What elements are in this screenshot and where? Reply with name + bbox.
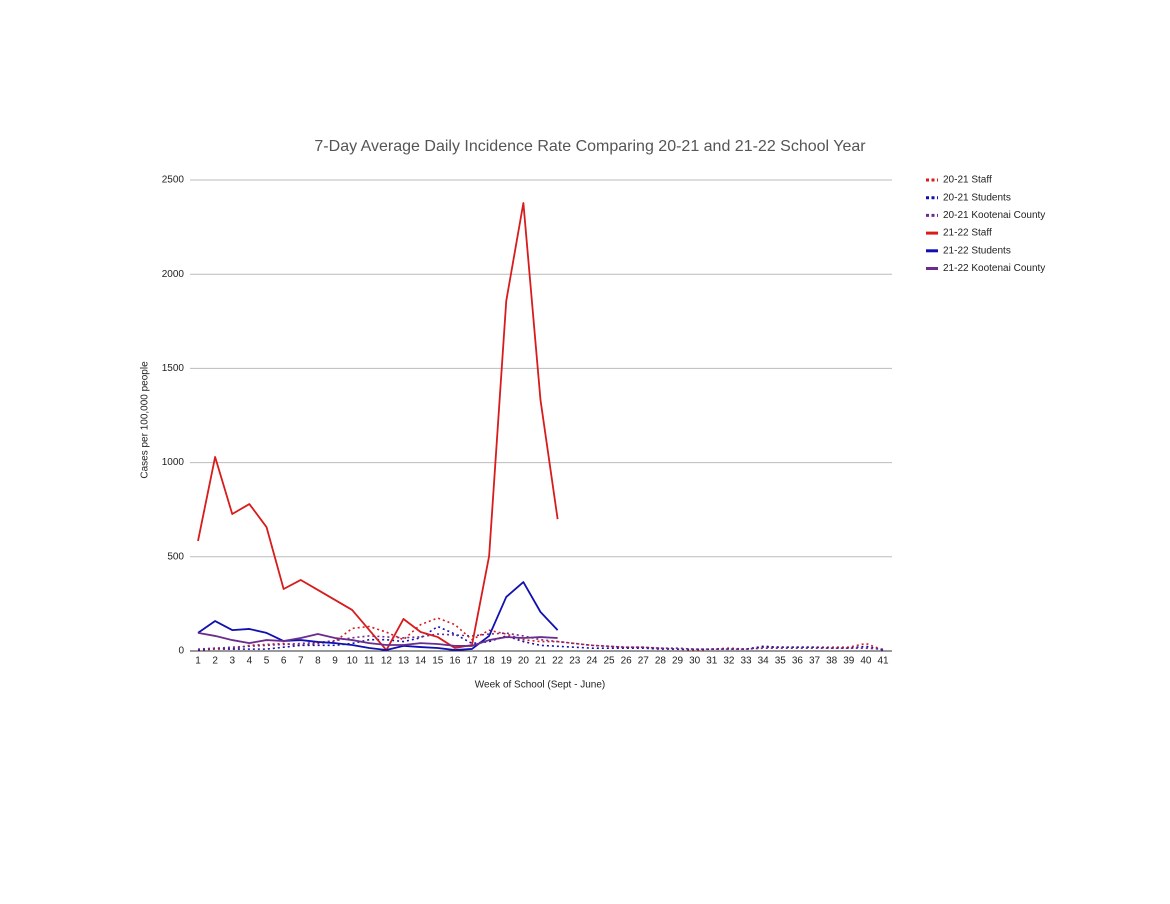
- y-tick-label: 1500: [162, 363, 185, 374]
- series-line: [197, 617, 884, 651]
- x-tick-label: 1: [195, 656, 201, 667]
- series-line: [197, 202, 559, 651]
- x-tick-label: 21: [535, 656, 547, 667]
- x-tick-label: 32: [723, 656, 735, 667]
- x-tick-label: 10: [347, 656, 359, 667]
- x-tick-label: 27: [638, 656, 650, 667]
- legend-label: 20-21 Staff: [943, 175, 992, 186]
- x-tick-label: 29: [672, 656, 684, 667]
- x-tick-label: 22: [552, 656, 564, 667]
- x-tick-label: 37: [809, 656, 821, 667]
- legend-label: 20-21 Students: [943, 192, 1011, 203]
- legend-label: 21-22 Staff: [943, 228, 992, 239]
- x-tick-label: 5: [264, 656, 270, 667]
- x-tick-label: 19: [501, 656, 513, 667]
- legend-label: 21-22 Kootenai County: [943, 263, 1045, 274]
- y-tick-label: 0: [178, 646, 184, 657]
- x-tick-label: 39: [843, 656, 855, 667]
- x-tick-label: 26: [621, 656, 633, 667]
- x-tick-label: 33: [740, 656, 752, 667]
- x-tick-label: 36: [792, 656, 804, 667]
- x-tick-label: 23: [569, 656, 581, 667]
- x-axis-label: Week of School (Sept - June): [475, 680, 605, 691]
- x-tick-label: 34: [758, 656, 770, 667]
- legend-label: 21-22 Students: [943, 245, 1011, 256]
- x-tick-label: 38: [826, 656, 838, 667]
- x-tick-label: 35: [775, 656, 787, 667]
- x-tick-label: 40: [860, 656, 872, 667]
- series-line: [197, 632, 884, 650]
- y-tick-label: 500: [167, 551, 184, 562]
- series-line: [197, 632, 558, 647]
- y-tick-label: 2000: [162, 269, 185, 280]
- x-tick-label: 31: [706, 656, 718, 667]
- x-tick-label: 2: [212, 656, 218, 667]
- x-tick-label: 8: [315, 656, 321, 667]
- x-tick-label: 25: [603, 656, 615, 667]
- x-tick-label: 24: [586, 656, 598, 667]
- x-tick-label: 18: [484, 656, 496, 667]
- x-tick-label: 9: [332, 656, 338, 667]
- series-line: [197, 581, 559, 651]
- x-tick-label: 16: [449, 656, 461, 667]
- y-tick-label: 2500: [162, 175, 185, 186]
- x-tick-label: 17: [466, 656, 478, 667]
- x-tick-label: 28: [655, 656, 667, 667]
- y-axis-label: Cases per 100,000 people: [140, 361, 151, 479]
- x-tick-label: 41: [877, 656, 889, 667]
- x-tick-label: 12: [381, 656, 393, 667]
- y-tick-label: 1000: [162, 457, 185, 468]
- x-tick-label: 11: [364, 656, 375, 667]
- x-tick-label: 14: [415, 656, 427, 667]
- x-tick-label: 4: [247, 656, 253, 667]
- x-tick-label: 3: [229, 656, 235, 667]
- x-tick-label: 15: [432, 656, 444, 667]
- x-tick-label: 6: [281, 656, 287, 667]
- chart-title: 7-Day Average Daily Incidence Rate Compa…: [314, 138, 866, 155]
- x-tick-label: 13: [398, 656, 410, 667]
- x-tick-label: 30: [689, 656, 701, 667]
- legend-label: 20-21 Kootenai County: [943, 210, 1045, 221]
- x-tick-label: 7: [298, 656, 304, 667]
- x-tick-label: 20: [518, 656, 530, 667]
